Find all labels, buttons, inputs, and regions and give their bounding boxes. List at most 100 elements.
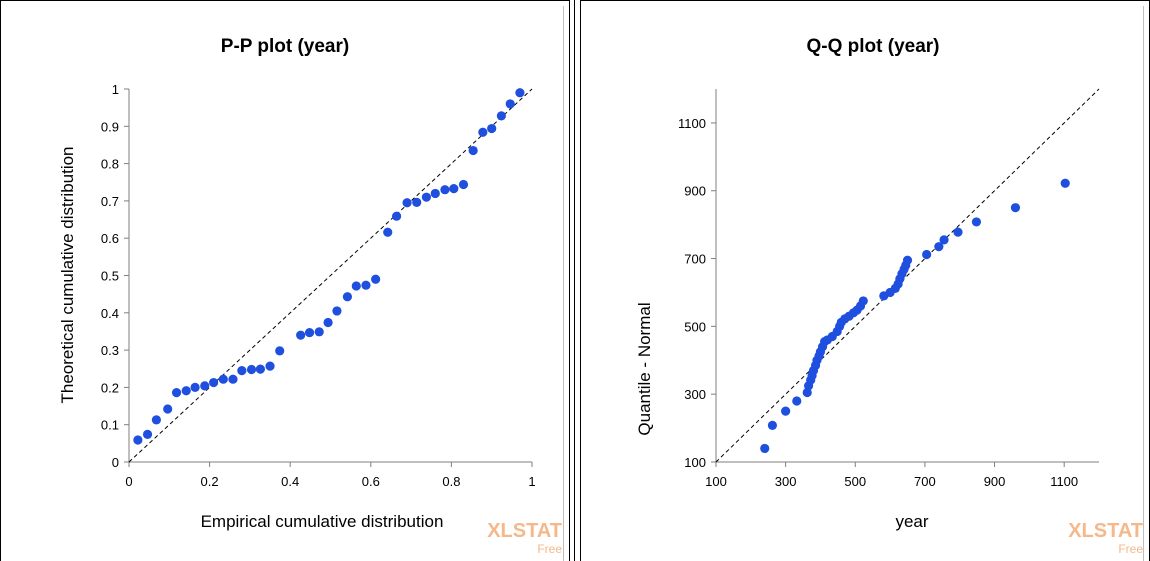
qq-data-point	[781, 406, 791, 416]
pp-data-point	[440, 185, 450, 195]
panel-edge-line	[563, 6, 564, 561]
qq-y-tick-label: 100	[684, 455, 706, 470]
panel-edge-line	[1143, 6, 1144, 561]
qq-data-point	[1010, 203, 1021, 213]
qq-y-tick-label: 900	[684, 184, 706, 199]
qq-y-axis-label: Quantile - Normal	[635, 302, 654, 435]
qq-data-point	[922, 249, 932, 260]
pp-data-point	[402, 198, 412, 208]
qq-y-tick-label: 300	[684, 387, 706, 402]
pp-y-tick-label: 0.2	[101, 380, 119, 395]
pp-data-point	[430, 188, 440, 199]
qq-x-tick-label: 300	[775, 474, 797, 489]
qq-y-tick-label: 1100	[678, 116, 706, 131]
qq-y-tick-label: 700	[684, 252, 706, 267]
qq-data-point	[971, 217, 982, 227]
pp-data-point	[200, 381, 210, 391]
pp-x-axis-label: Empirical cumulative distribution	[201, 512, 444, 531]
qq-plot-panel	[580, 0, 1150, 561]
qq-data-point	[953, 227, 963, 237]
pp-x-tick-label: 0.6	[362, 474, 380, 489]
pp-y-tick-label: 0.1	[101, 418, 119, 433]
pp-data-point	[458, 179, 469, 190]
pp-data-point	[296, 330, 306, 340]
qq-chart-title: Q-Q plot (year)	[806, 36, 939, 57]
pp-y-tick-label: 0.8	[101, 157, 119, 172]
qq-data-point	[792, 396, 802, 406]
pp-x-tick-label: 0.4	[281, 474, 299, 489]
pp-data-point	[323, 317, 333, 328]
pp-y-tick-label: 0.6	[101, 231, 119, 246]
pp-plot-panel	[0, 0, 570, 561]
qq-y-tick-label: 500	[684, 319, 706, 334]
pp-y-tick-label: 0.3	[101, 343, 119, 358]
pp-data-point	[209, 377, 219, 388]
pp-data-point	[133, 435, 143, 445]
pp-data-point	[332, 306, 342, 316]
pp-data-point	[181, 386, 191, 396]
pp-data-point	[228, 374, 238, 384]
pp-data-point	[237, 366, 247, 376]
pp-data-point	[515, 88, 525, 98]
xlstat-watermark: XLSTAT	[1068, 520, 1143, 542]
qq-data-point	[934, 242, 944, 252]
pp-data-point	[487, 123, 497, 134]
pp-data-point	[265, 361, 275, 371]
qq-x-tick-label: 500	[844, 474, 866, 489]
pp-data-point	[142, 429, 153, 439]
qq-x-axis-label: year	[895, 512, 928, 531]
pp-y-tick-label: 0.7	[101, 194, 119, 209]
pp-data-point	[371, 274, 381, 284]
qq-data-point	[939, 235, 949, 245]
qq-data-point	[1060, 178, 1070, 188]
pp-y-tick-label: 0.4	[101, 306, 119, 321]
pp-chart-title: P-P plot (year)	[221, 36, 349, 57]
pp-data-point	[468, 145, 478, 156]
pp-data-point	[361, 280, 371, 290]
pp-data-point	[218, 374, 228, 384]
pp-x-tick-label: 0.8	[442, 474, 460, 489]
pp-y-tick-label: 0.9	[101, 119, 119, 134]
pp-data-point	[275, 346, 285, 356]
pp-data-point	[412, 197, 422, 207]
pp-plot-chart: P-P plot (year) Empirical cumulative dis…	[58, 36, 562, 556]
xlstat-watermark: XLSTAT	[487, 520, 562, 542]
qq-x-tick-label: 700	[914, 474, 936, 489]
panel-divider	[574, 0, 575, 561]
pp-data-point	[163, 404, 173, 414]
pp-data-point	[505, 99, 515, 109]
pp-data-point	[449, 183, 459, 194]
pp-data-point	[391, 211, 402, 221]
pp-data-point	[383, 227, 393, 237]
pp-y-tick-label: 1	[112, 82, 119, 97]
qq-x-tick-label: 100	[705, 474, 727, 489]
pp-data-point	[255, 364, 265, 374]
pp-data-point	[304, 327, 315, 338]
pp-data-point	[496, 111, 506, 121]
pp-x-tick-label: 1	[528, 474, 535, 489]
qq-reference-line	[715, 88, 1100, 463]
pp-data-point	[478, 127, 488, 137]
pp-data-point	[151, 415, 162, 425]
pp-y-tick-label: 0.5	[101, 269, 119, 284]
pp-x-tick-label: 0	[125, 474, 132, 489]
qq-data-point	[767, 420, 778, 430]
xlstat-watermark-free: Free	[1118, 542, 1143, 556]
pp-data-point	[351, 281, 361, 291]
pp-reference-line	[128, 88, 533, 463]
xlstat-watermark-free: Free	[537, 542, 562, 556]
pp-data-point	[314, 327, 324, 337]
qq-x-tick-label: 900	[984, 474, 1006, 489]
qq-data-point	[858, 296, 868, 306]
pp-y-tick-label: 0	[112, 455, 119, 470]
pp-x-tick-label: 0.2	[201, 474, 219, 489]
qq-data-point	[760, 443, 770, 454]
pp-data-point	[342, 292, 353, 302]
qq-data-point	[902, 255, 913, 265]
pp-data-point	[171, 388, 182, 398]
pp-data-point	[190, 382, 200, 392]
pp-y-axis-label: Theoretical cumulative distribution	[58, 146, 77, 403]
qq-x-tick-label: 1100	[1050, 474, 1078, 489]
pp-data-point	[246, 364, 257, 375]
